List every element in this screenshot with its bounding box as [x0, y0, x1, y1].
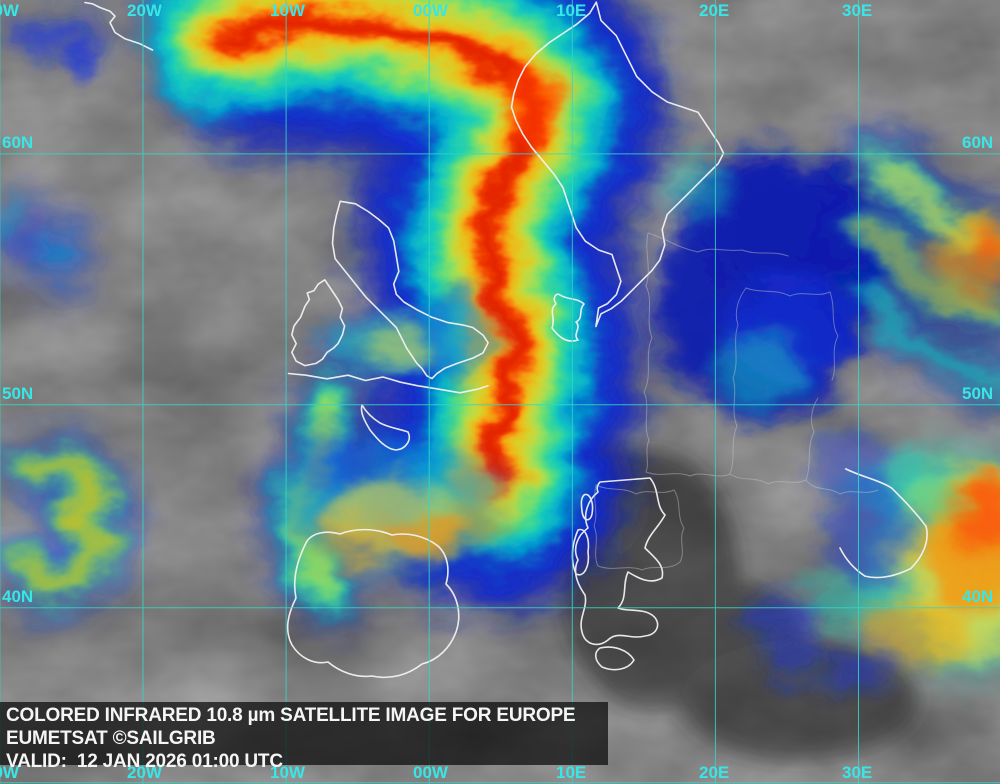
- svg-text:30W: 30W: [0, 1, 20, 20]
- svg-text:20W: 20W: [127, 1, 163, 20]
- svg-text:20E: 20E: [699, 763, 729, 782]
- svg-text:00W: 00W: [413, 1, 449, 20]
- svg-text:50N: 50N: [2, 384, 33, 403]
- svg-text:30E: 30E: [842, 763, 872, 782]
- svg-text:30E: 30E: [842, 1, 872, 20]
- svg-text:60N: 60N: [962, 133, 993, 152]
- svg-text:40N: 40N: [2, 587, 33, 606]
- svg-text:40N: 40N: [962, 587, 993, 606]
- svg-text:50N: 50N: [962, 384, 993, 403]
- svg-text:20E: 20E: [699, 1, 729, 20]
- svg-text:60N: 60N: [2, 133, 33, 152]
- svg-text:10W: 10W: [270, 1, 306, 20]
- svg-text:10E: 10E: [556, 1, 586, 20]
